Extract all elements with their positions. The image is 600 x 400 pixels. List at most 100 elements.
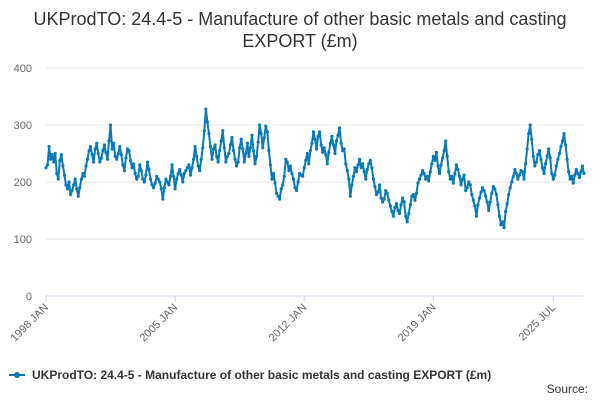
data-point <box>499 223 503 227</box>
data-point <box>579 170 583 174</box>
data-point <box>254 154 259 158</box>
data-point <box>225 154 229 158</box>
data-point <box>543 162 548 166</box>
data-point <box>124 156 128 160</box>
data-point <box>101 149 105 153</box>
data-point <box>454 163 459 167</box>
data-point <box>471 198 475 202</box>
data-point <box>201 146 205 150</box>
data-point <box>376 190 380 194</box>
data-point <box>141 177 145 181</box>
data-point <box>213 143 217 147</box>
data-point <box>107 139 111 143</box>
data-point <box>190 166 194 170</box>
data-point <box>159 187 163 191</box>
data-point <box>448 177 452 181</box>
data-point <box>116 151 120 156</box>
data-point <box>396 208 400 213</box>
data-point <box>530 137 534 141</box>
data-point <box>493 187 497 191</box>
data-point <box>144 173 148 177</box>
data-point <box>339 141 343 145</box>
data-point <box>565 157 569 161</box>
data-point <box>171 174 176 178</box>
data-point <box>324 153 328 157</box>
data-point <box>371 177 376 181</box>
data-point <box>128 158 133 162</box>
data-point <box>242 160 246 164</box>
data-point <box>239 137 243 141</box>
data-point <box>357 157 362 161</box>
data-point <box>262 135 266 140</box>
data-point <box>365 167 369 172</box>
data-point <box>195 154 199 158</box>
data-point <box>500 220 505 224</box>
data-point <box>207 131 211 136</box>
y-tick-label: 400 <box>14 63 32 75</box>
data-point <box>279 187 283 191</box>
data-point <box>227 151 231 156</box>
data-point <box>330 134 334 138</box>
data-point <box>208 145 213 149</box>
data-point <box>359 166 363 170</box>
data-point <box>165 180 170 184</box>
data-point <box>81 171 85 176</box>
data-point <box>222 146 226 150</box>
data-point <box>353 166 357 170</box>
data-point <box>65 187 70 191</box>
data-point <box>488 200 492 204</box>
data-point <box>460 177 465 181</box>
data-point <box>528 123 532 127</box>
data-point <box>382 197 386 201</box>
data-point <box>508 186 512 190</box>
data-point <box>305 151 309 156</box>
data-point <box>84 164 88 168</box>
data-point <box>113 154 117 158</box>
data-point <box>430 162 434 166</box>
data-point <box>181 180 185 184</box>
legend[interactable]: UKProdTO: 24.4-5 - Manufacture of other … <box>8 368 592 382</box>
data-point <box>148 177 153 181</box>
data-point <box>264 124 268 128</box>
data-point <box>276 194 280 198</box>
data-point <box>52 160 56 164</box>
data-point <box>188 173 193 177</box>
data-point <box>110 147 114 151</box>
data-point <box>580 164 585 168</box>
data-point <box>484 194 488 198</box>
data-point <box>179 173 183 177</box>
data-point <box>210 157 214 161</box>
data-point <box>56 177 60 181</box>
data-point <box>167 183 171 187</box>
data-point <box>308 149 312 153</box>
data-point <box>245 141 249 145</box>
data-point <box>87 149 91 153</box>
data-point <box>321 150 325 154</box>
data-point <box>577 175 581 180</box>
data-point <box>416 181 420 185</box>
data-point <box>457 174 462 178</box>
data-point <box>184 169 188 173</box>
data-point <box>517 173 522 177</box>
data-point <box>550 171 554 176</box>
data-point <box>185 166 190 170</box>
data-point <box>319 143 323 147</box>
data-point <box>216 160 220 164</box>
data-point <box>442 149 446 153</box>
data-point <box>118 145 122 149</box>
data-point <box>473 204 477 208</box>
data-point <box>135 177 139 181</box>
data-point <box>482 188 486 193</box>
data-point <box>302 166 306 170</box>
data-point <box>88 145 93 149</box>
data-point <box>244 151 248 156</box>
data-point <box>122 169 126 173</box>
data-point <box>314 147 319 151</box>
data-point <box>261 146 265 150</box>
data-point <box>553 173 557 177</box>
data-point <box>505 202 509 206</box>
data-point <box>568 177 572 181</box>
data-point <box>333 151 337 156</box>
data-point <box>112 141 116 145</box>
data-point <box>504 210 508 214</box>
